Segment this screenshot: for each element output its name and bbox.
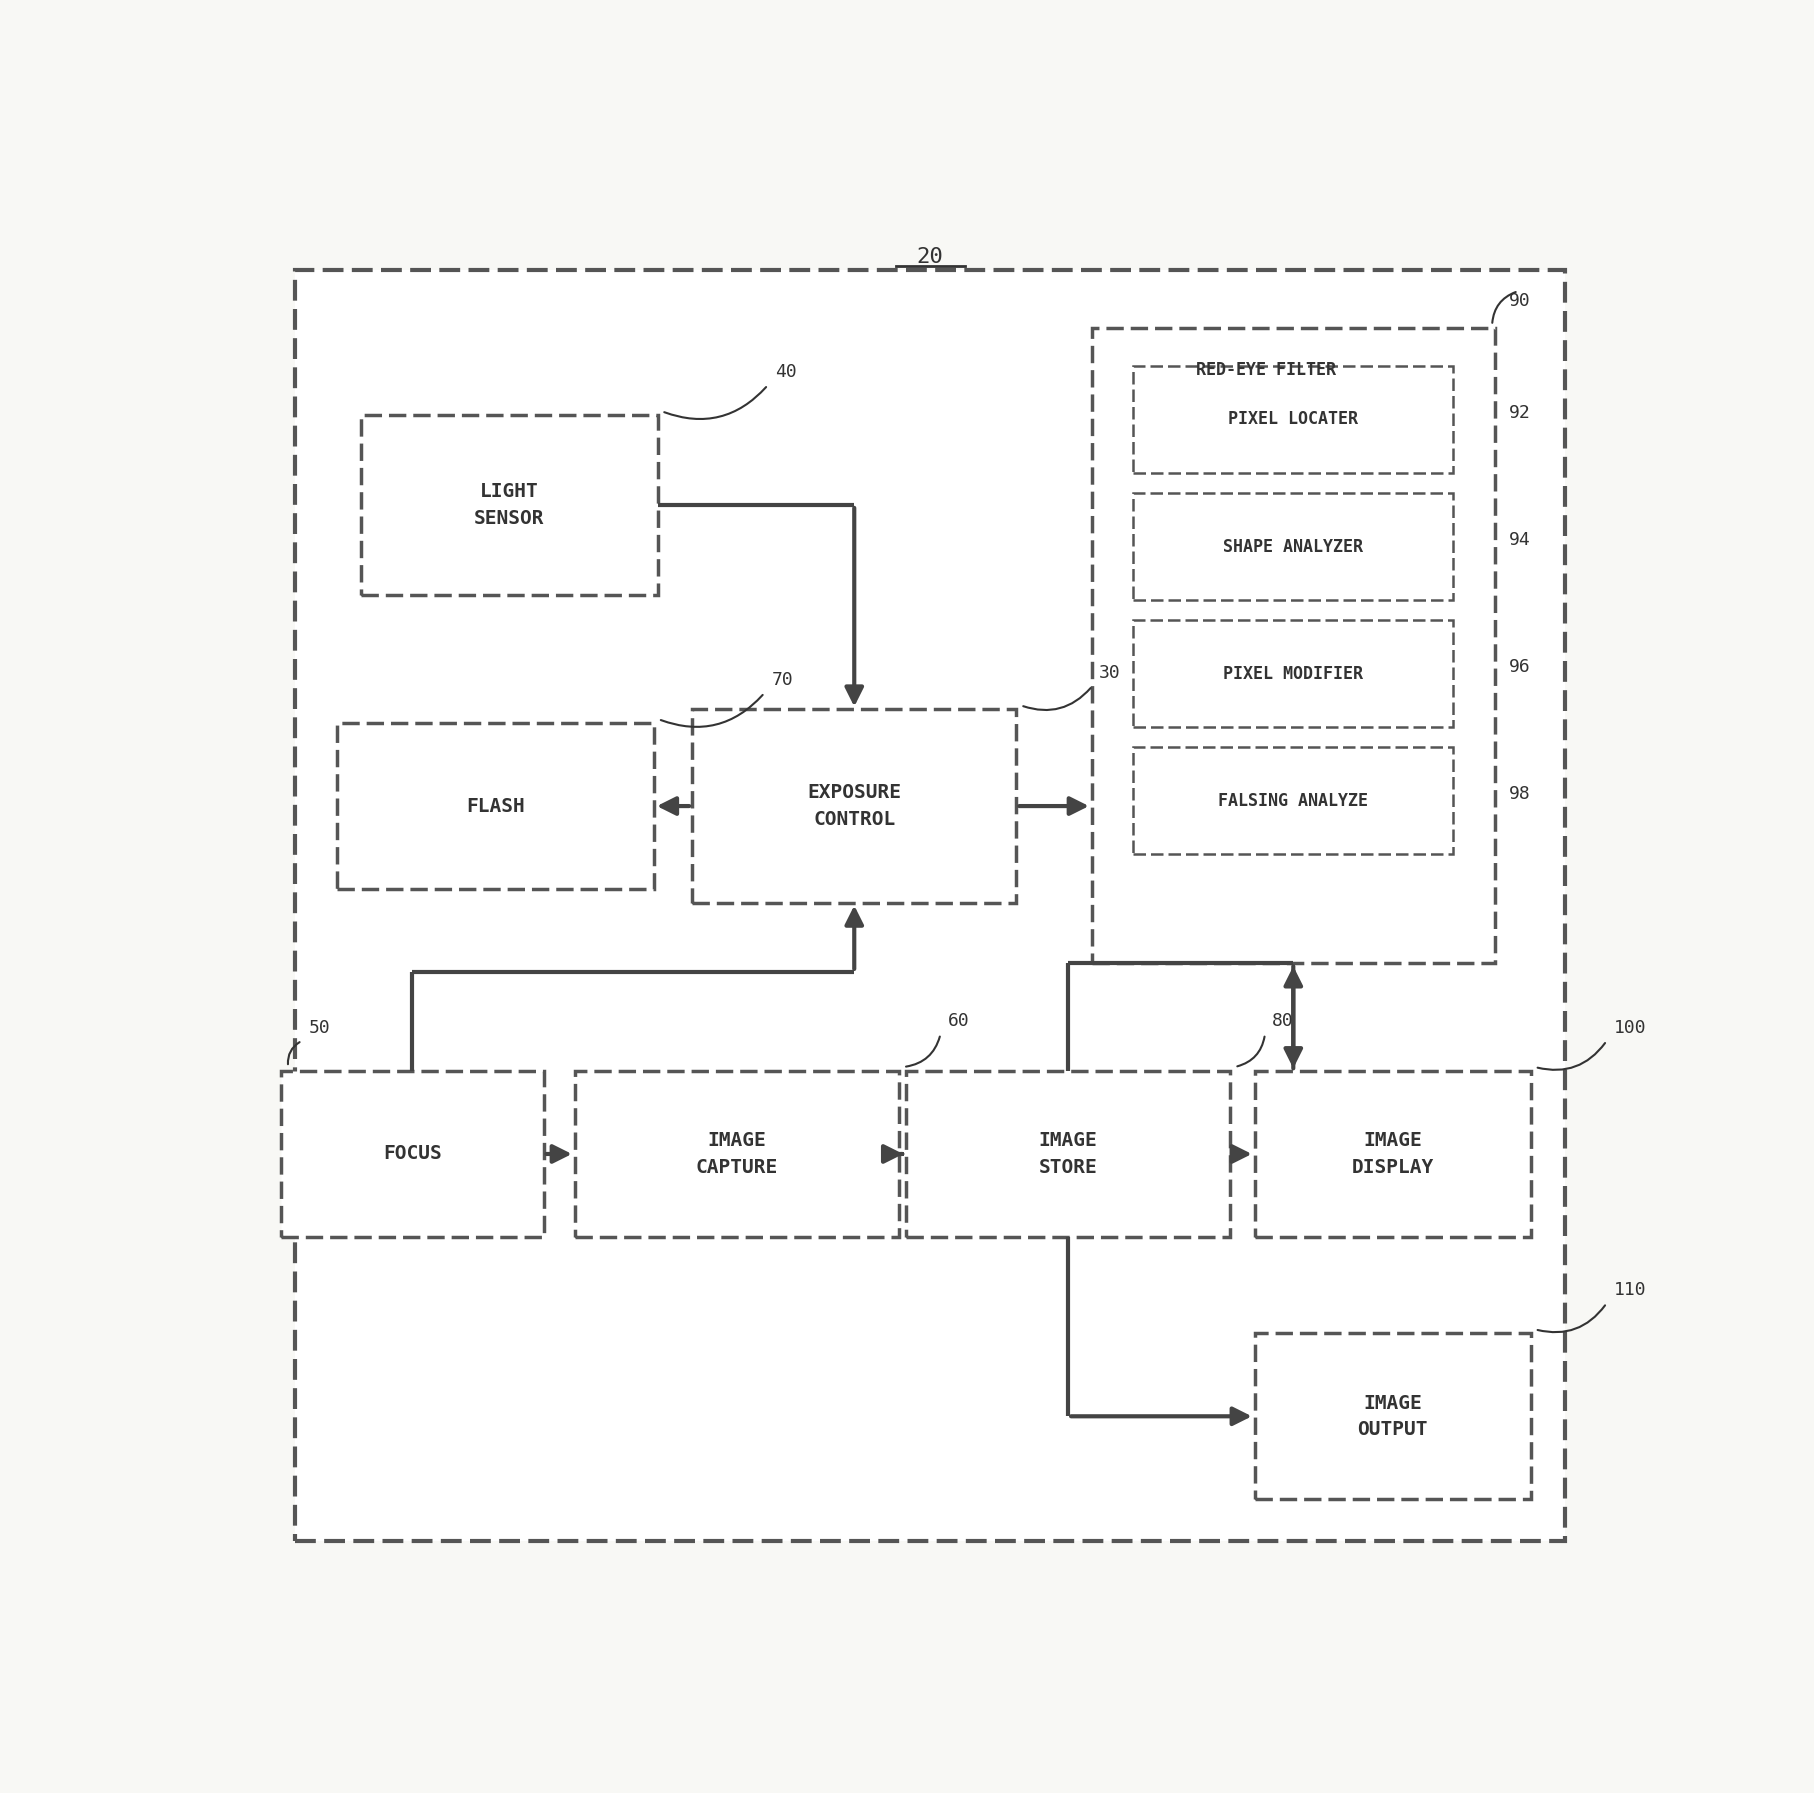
FancyBboxPatch shape [1132, 366, 1453, 473]
FancyBboxPatch shape [336, 723, 653, 889]
Text: PIXEL LOCATER: PIXEL LOCATER [1228, 411, 1357, 429]
Text: 98: 98 [1507, 785, 1529, 803]
FancyBboxPatch shape [1132, 620, 1453, 728]
FancyBboxPatch shape [361, 416, 657, 595]
Text: FOCUS: FOCUS [383, 1144, 441, 1164]
Text: IMAGE
STORE: IMAGE STORE [1038, 1131, 1097, 1176]
FancyBboxPatch shape [1090, 328, 1495, 963]
Text: IMAGE
CAPTURE: IMAGE CAPTURE [695, 1131, 778, 1176]
Text: LIGHT
SENSOR: LIGHT SENSOR [473, 482, 544, 527]
FancyBboxPatch shape [296, 271, 1564, 1540]
Text: 96: 96 [1507, 658, 1529, 676]
FancyBboxPatch shape [905, 1070, 1230, 1237]
Text: 100: 100 [1613, 1018, 1645, 1036]
Text: RED-EYE FILTER: RED-EYE FILTER [1195, 360, 1335, 378]
FancyBboxPatch shape [1132, 493, 1453, 601]
Text: FLASH: FLASH [466, 796, 524, 816]
Text: FALSING ANALYZE: FALSING ANALYZE [1217, 791, 1368, 809]
FancyBboxPatch shape [1132, 746, 1453, 855]
Text: 90: 90 [1507, 292, 1529, 310]
Text: IMAGE
OUTPUT: IMAGE OUTPUT [1357, 1393, 1428, 1440]
FancyBboxPatch shape [1253, 1070, 1529, 1237]
Text: 80: 80 [1272, 1011, 1293, 1029]
Text: 30: 30 [1099, 663, 1121, 681]
Text: 50: 50 [308, 1018, 330, 1036]
FancyBboxPatch shape [575, 1070, 898, 1237]
Text: PIXEL MODIFIER: PIXEL MODIFIER [1223, 665, 1362, 683]
Text: 40: 40 [775, 362, 796, 380]
Text: EXPOSURE
CONTROL: EXPOSURE CONTROL [807, 784, 902, 828]
Text: SHAPE ANALYZER: SHAPE ANALYZER [1223, 538, 1362, 556]
Text: IMAGE
DISPLAY: IMAGE DISPLAY [1351, 1131, 1433, 1176]
Text: 110: 110 [1613, 1280, 1645, 1298]
FancyBboxPatch shape [281, 1070, 544, 1237]
Text: 60: 60 [947, 1011, 969, 1029]
Text: 20: 20 [916, 247, 943, 267]
FancyBboxPatch shape [691, 710, 1016, 902]
FancyBboxPatch shape [1253, 1334, 1529, 1499]
Text: 70: 70 [771, 671, 793, 689]
Text: 92: 92 [1507, 403, 1529, 421]
Text: 94: 94 [1507, 531, 1529, 549]
